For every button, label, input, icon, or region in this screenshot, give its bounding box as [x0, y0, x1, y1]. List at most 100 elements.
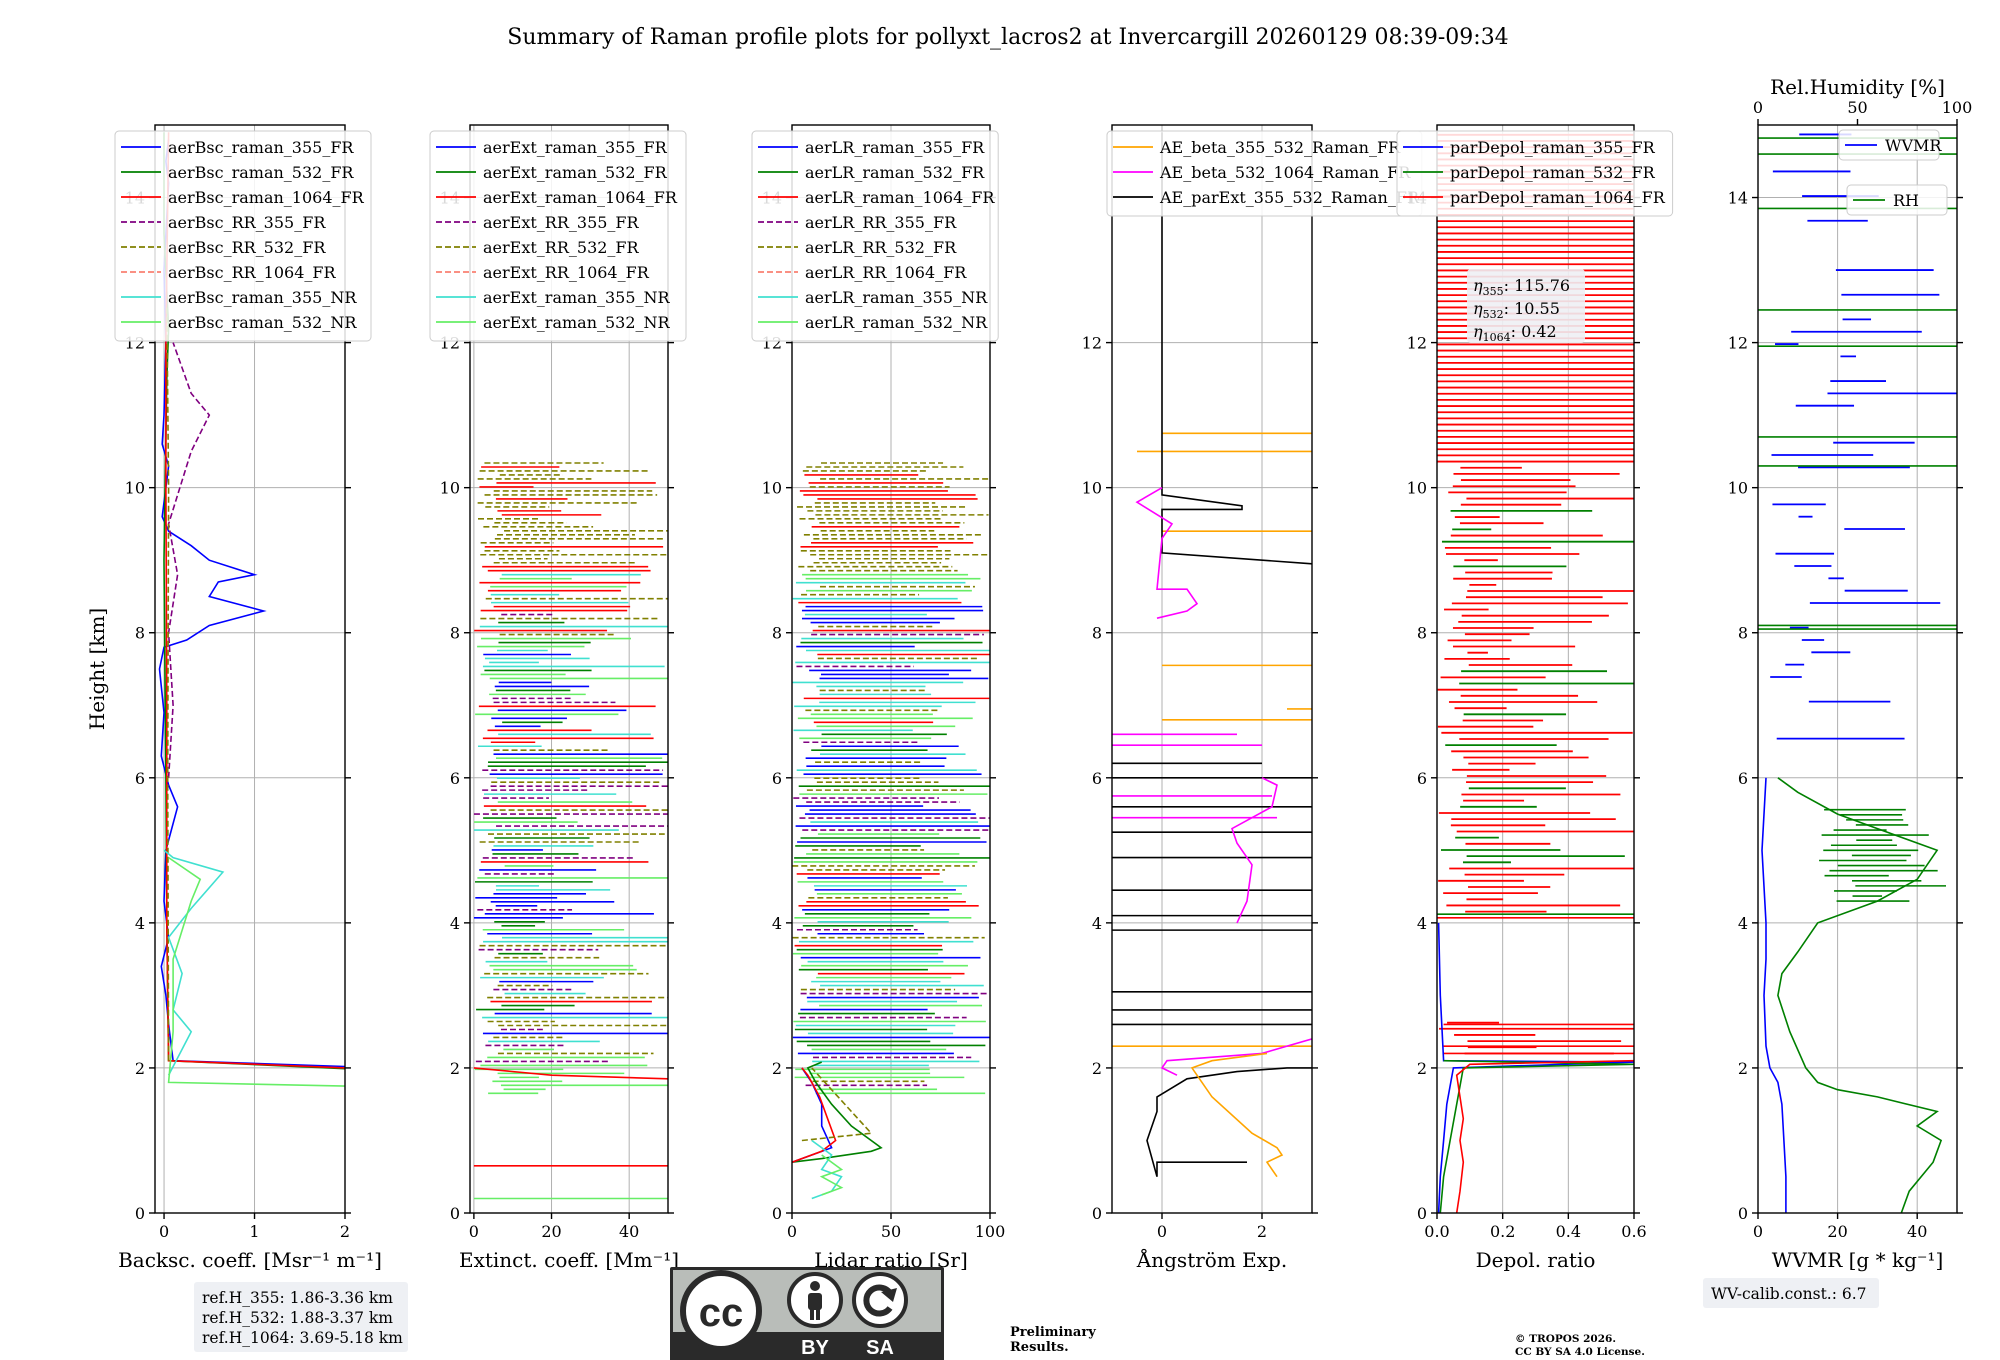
series-line [792, 1067, 837, 1163]
series-line [1761, 777, 1787, 1213]
copyright-line2: CC BY SA 4.0 License. [1515, 1346, 1645, 1358]
y-tick-label: 6 [1738, 769, 1748, 788]
license-by-label: BY [801, 1337, 829, 1359]
series-line [1161, 132, 1312, 565]
series-line [1437, 922, 1634, 1213]
y-tick-label: 6 [1417, 769, 1427, 788]
series-line [1146, 1067, 1312, 1177]
panel-2: 0204002468101214Extinct. coeff. [Mm⁻¹]ae… [429, 124, 687, 1272]
x-tick-label: 2 [1257, 1222, 1267, 1241]
legend-box [1838, 129, 1940, 161]
x-tick-label: 0 [1753, 1222, 1763, 1241]
y-tick-label: 4 [1417, 914, 1427, 933]
series-group [1112, 132, 1312, 1178]
legend-box [114, 130, 372, 342]
y-axis-label: Height [km] [85, 608, 109, 730]
legend-label: aerExt_raman_355_FR [483, 138, 668, 157]
y-tick-label: 0 [1738, 1204, 1748, 1223]
info-box-line: ref.H_1064: 3.69-5.18 km [202, 1329, 403, 1347]
y-tick-label: 12 [1728, 334, 1748, 353]
panel-1: 01202468101214Backsc. coeff. [Msr⁻¹ m⁻¹]… [85, 124, 408, 1352]
legend-label: aerLR_RR_1064_FR [805, 263, 967, 282]
y-tick-label: 10 [1728, 479, 1748, 498]
info-box [194, 1282, 408, 1352]
y-tick-label: 8 [1092, 624, 1102, 643]
x-tick-label: 100 [975, 1222, 1006, 1241]
x-tick-label: 0.6 [1621, 1222, 1646, 1241]
legend-label: AE_beta_355_532_Raman_FR [1159, 138, 1401, 157]
x-tick-label: 20 [1827, 1222, 1847, 1241]
legend-label: aerExt_raman_532_FR [483, 163, 668, 182]
y-tick-label: 0 [1092, 1204, 1102, 1223]
series-line [1231, 777, 1278, 924]
license-sa-label: SA [866, 1337, 894, 1359]
y-tick-label: 4 [135, 914, 145, 933]
annotation-symbol: η [1473, 276, 1483, 295]
y-tick-label: 0 [135, 1204, 145, 1223]
legend-label: aerLR_raman_532_NR [805, 313, 988, 332]
panels: 01202468101214Backsc. coeff. [Msr⁻¹ m⁻¹]… [85, 75, 1972, 1352]
legend-label: aerExt_RR_532_FR [483, 238, 640, 257]
legend-box [751, 130, 999, 342]
y-tick-label: 12 [1407, 334, 1427, 353]
x-tick-label: 40 [619, 1222, 639, 1241]
y-tick-label: 8 [135, 624, 145, 643]
series-line [167, 856, 345, 1087]
legend-label: aerLR_raman_355_NR [805, 288, 988, 307]
y-tick-label: 6 [772, 769, 782, 788]
series-line [167, 342, 211, 778]
annotation-subscript: 355 [1483, 285, 1504, 298]
series-line [801, 1067, 873, 1142]
y-tick-label: 4 [450, 914, 460, 933]
legend-label: WVMR [1885, 136, 1942, 155]
x-axis-label: WVMR [g * kg⁻¹] [1772, 1248, 1944, 1272]
preliminary-note-line2: Results. [1010, 1340, 1069, 1355]
legend-label: aerExt_raman_355_NR [483, 288, 671, 307]
y-tick-label: 0 [450, 1204, 460, 1223]
x-tick-label: 2 [340, 1222, 350, 1241]
legend-label: aerBsc_raman_532_FR [168, 163, 354, 182]
attribution-person-icon [787, 1272, 843, 1328]
panel-5: 0.00.20.40.602468101214Depol. ratioparDe… [1396, 124, 1674, 1272]
y-tick-label: 4 [772, 914, 782, 933]
legend-label: aerExt_raman_532_NR [483, 313, 671, 332]
legend-box [1846, 184, 1948, 216]
annotation-symbol: η [1473, 322, 1483, 341]
top-x-tick-label: 0 [1753, 98, 1763, 117]
series-group [792, 462, 990, 1200]
cc-logo-icon: cc [680, 1270, 762, 1352]
legend-label: AE_beta_532_1064_Raman_FR [1159, 163, 1411, 182]
series-line [819, 1154, 844, 1196]
legend-label: parDepol_raman_355_FR [1450, 138, 1656, 157]
x-tick-label: 0.4 [1556, 1222, 1581, 1241]
plot-frame [154, 124, 346, 1214]
y-tick-label: 2 [1417, 1059, 1427, 1078]
y-tick-label: 8 [450, 624, 460, 643]
series-line [1455, 1059, 1634, 1213]
share-alike-icon [852, 1272, 908, 1328]
legend-label: aerLR_raman_355_FR [805, 138, 985, 157]
copyright-line1: © TROPOS 2026. [1515, 1333, 1616, 1345]
annotation-subscript: 532 [1483, 308, 1504, 321]
x-tick-label: 1 [249, 1222, 259, 1241]
y-tick-label: 10 [762, 479, 782, 498]
legend-label: aerBsc_RR_532_FR [168, 238, 326, 257]
x-axis-label: Ångström Exp. [1136, 1247, 1287, 1272]
x-axis-label: Depol. ratio [1476, 1248, 1596, 1272]
legend-label: aerBsc_RR_355_FR [168, 213, 326, 232]
series-line [166, 306, 170, 1061]
info-box [1703, 1278, 1879, 1308]
legend-label: aerLR_RR_355_FR [805, 213, 957, 232]
top-x-tick-label: 50 [1847, 98, 1867, 117]
x-tick-label: 20 [541, 1222, 561, 1241]
y-tick-label: 0 [772, 1204, 782, 1223]
panel-3: 05010002468101214Lidar ratio [Sr]aerLR_r… [751, 124, 1006, 1272]
legend-label: aerExt_RR_1064_FR [483, 263, 650, 282]
legend-box [429, 130, 687, 342]
x-tick-label: 0 [1157, 1222, 1167, 1241]
series-line [473, 1067, 668, 1080]
info-box-line: ref.H_532: 1.88-3.37 km [202, 1309, 393, 1327]
y-tick-label: 8 [1738, 624, 1748, 643]
x-tick-label: 0.2 [1490, 1222, 1515, 1241]
